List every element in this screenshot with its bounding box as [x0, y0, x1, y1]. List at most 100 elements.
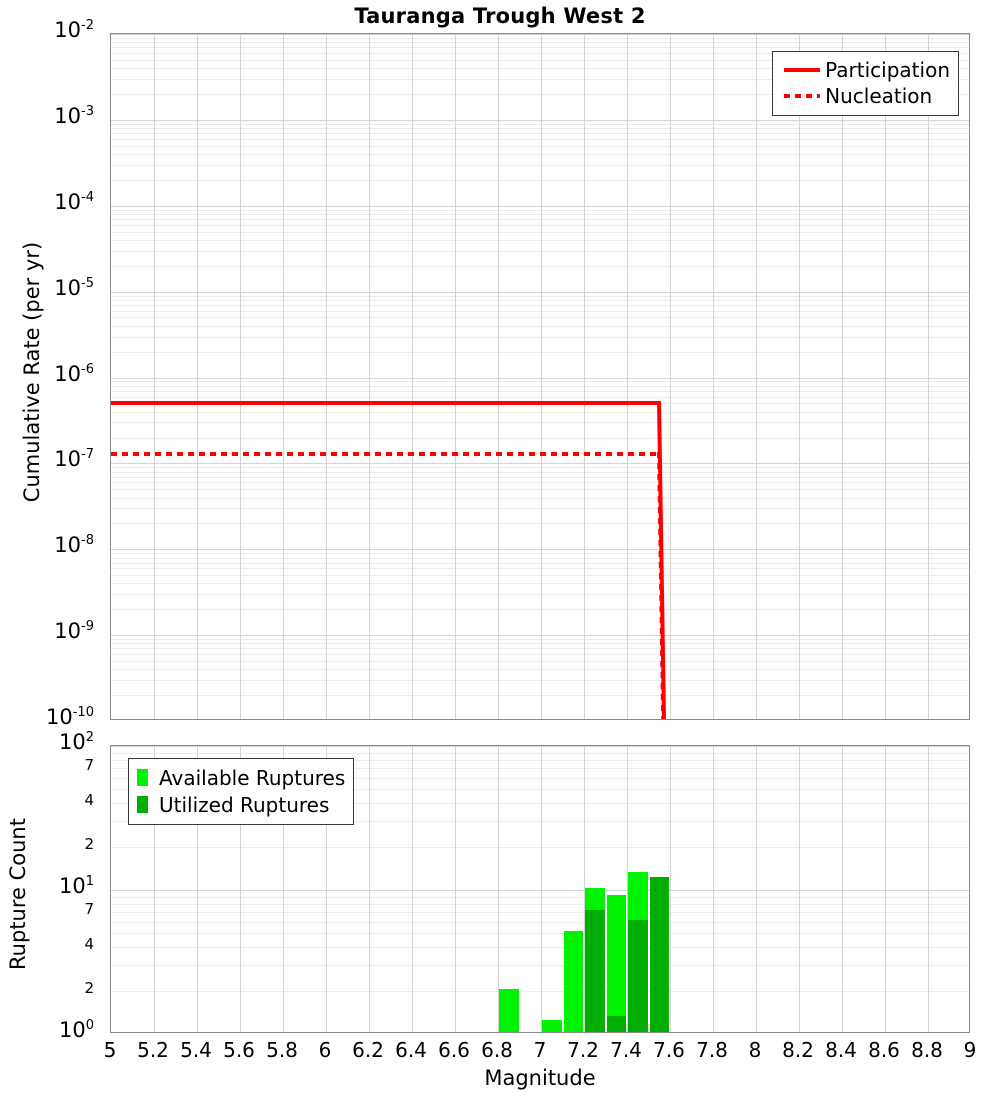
gridline-horizontal-minor	[111, 904, 969, 905]
gridline-vertical	[928, 34, 929, 719]
gridline-vertical	[455, 746, 456, 1032]
rupture-count-plot: Available Ruptures Utilized Ruptures	[110, 745, 970, 1033]
gridline-horizontal-minor	[111, 472, 969, 473]
gridline-horizontal-minor	[111, 669, 969, 670]
gridline-horizontal-minor	[111, 821, 969, 822]
x-tick-label: 7	[533, 1038, 547, 1062]
x-tick-label: 8.6	[868, 1038, 900, 1062]
y-tick-label: 10-9	[54, 619, 94, 644]
x-tick-label: 6.8	[481, 1038, 513, 1062]
gridline-horizontal-major	[111, 549, 969, 550]
gridline-horizontal-minor	[111, 60, 969, 61]
x-tick-label: 6.2	[352, 1038, 384, 1062]
gridline-horizontal-minor	[111, 568, 969, 569]
y-tick-label-minor: 2	[84, 978, 94, 997]
histogram-bar-utilized	[585, 910, 605, 1032]
gridline-horizontal-minor	[111, 553, 969, 554]
gridline-horizontal-minor	[111, 575, 969, 576]
gridline-horizontal-major	[111, 206, 969, 207]
gridline-horizontal-major	[111, 463, 969, 464]
gridline-horizontal-minor	[111, 296, 969, 297]
gridline-horizontal-minor	[111, 912, 969, 913]
y-tick-label: 10-3	[54, 103, 94, 128]
gridline-horizontal-minor	[111, 251, 969, 252]
gridline-horizontal-minor	[111, 639, 969, 640]
gridline-horizontal-minor	[111, 523, 969, 524]
gridline-horizontal-minor	[111, 922, 969, 923]
x-tick-label: 8.8	[911, 1038, 943, 1062]
histogram-bar-utilized	[628, 919, 648, 1032]
gridline-vertical	[283, 34, 284, 719]
gridline-vertical	[928, 746, 929, 1032]
legend-label-available-ruptures: Available Ruptures	[159, 765, 346, 790]
gridline-vertical	[627, 746, 628, 1032]
bottom-panel-y-tick-labels: 102 101 100 7 4 2 7 4 2	[0, 731, 106, 1041]
gridline-horizontal-minor	[111, 240, 969, 241]
gridline-horizontal-minor	[111, 305, 969, 306]
gridline-horizontal-minor	[111, 482, 969, 483]
x-tick-label: 5.8	[266, 1038, 298, 1062]
legend-item-nucleation: Nucleation	[781, 83, 950, 109]
gridline-horizontal-minor	[111, 381, 969, 382]
gridline-horizontal-minor	[111, 154, 969, 155]
gridline-horizontal-major	[111, 890, 969, 891]
line-dotted-red-icon	[781, 94, 823, 98]
gridline-horizontal-minor	[111, 803, 969, 804]
x-tick-label: 8.2	[782, 1038, 814, 1062]
gridline-horizontal-minor	[111, 422, 969, 423]
legend-item-participation: Participation	[781, 57, 950, 83]
gridline-horizontal-minor	[111, 214, 969, 215]
gridline-horizontal-minor	[111, 386, 969, 387]
y-tick-label: 10-7	[54, 447, 94, 472]
gridline-horizontal-minor	[111, 789, 969, 790]
histogram-bar-utilized	[649, 876, 669, 1032]
gridline-horizontal-minor	[111, 38, 969, 39]
gridline-vertical	[713, 746, 714, 1032]
gridline-horizontal-minor	[111, 326, 969, 327]
gridline-horizontal-major	[111, 378, 969, 379]
gridline-vertical	[326, 746, 327, 1032]
gridline-horizontal-major	[111, 746, 969, 747]
gridline-horizontal-minor	[111, 146, 969, 147]
x-tick-label: 8.4	[825, 1038, 857, 1062]
gridline-horizontal-minor	[111, 300, 969, 301]
top-plot-area	[111, 34, 969, 719]
gridline-horizontal-minor	[111, 47, 969, 48]
legend-item-utilized-ruptures: Utilized Ruptures	[137, 791, 345, 818]
swatch-bright-green-icon	[137, 769, 157, 786]
y-tick-label: 10-6	[54, 361, 94, 386]
gridline-vertical	[197, 746, 198, 1032]
gridline-vertical	[541, 34, 542, 719]
gridline-horizontal-major	[111, 34, 969, 35]
histogram-bar-available	[563, 931, 583, 1032]
gridline-horizontal-minor	[111, 498, 969, 499]
gridline-horizontal-minor	[111, 133, 969, 134]
gridline-horizontal-minor	[111, 643, 969, 644]
top-panel-y-tick-labels: 10-2 10-3 10-4 10-5 10-6 10-7 10-8 10-9 10-10	[0, 19, 106, 728]
gridline-vertical	[240, 746, 241, 1032]
histogram-bar-available	[585, 888, 605, 1032]
x-tick-label: 7.6	[653, 1038, 685, 1062]
gridline-vertical	[842, 34, 843, 719]
x-axis-label: Magnitude	[484, 1066, 596, 1090]
y-tick-label: 101	[58, 874, 94, 898]
gridline-horizontal-major	[111, 635, 969, 636]
gridline-horizontal-minor	[111, 594, 969, 595]
histogram-bar-utilized	[606, 1015, 626, 1032]
gridline-horizontal-minor	[111, 583, 969, 584]
top-panel-legend: Participation Nucleation	[772, 51, 959, 116]
histogram-bar-available	[649, 876, 669, 1032]
x-tick-label: 6	[318, 1038, 332, 1062]
participation-curve-horizontal	[111, 401, 662, 406]
gridline-horizontal-major	[111, 292, 969, 293]
gridline-horizontal-minor	[111, 489, 969, 490]
x-tick-label: 7.2	[567, 1038, 599, 1062]
gridline-vertical	[326, 34, 327, 719]
gridline-horizontal-minor	[111, 897, 969, 898]
legend-label-participation: Participation	[825, 58, 950, 82]
gridline-horizontal-minor	[111, 68, 969, 69]
y-tick-label-minor: 4	[84, 791, 94, 810]
x-tick-label: 5	[103, 1038, 117, 1062]
x-tick-label: 7.4	[610, 1038, 642, 1062]
